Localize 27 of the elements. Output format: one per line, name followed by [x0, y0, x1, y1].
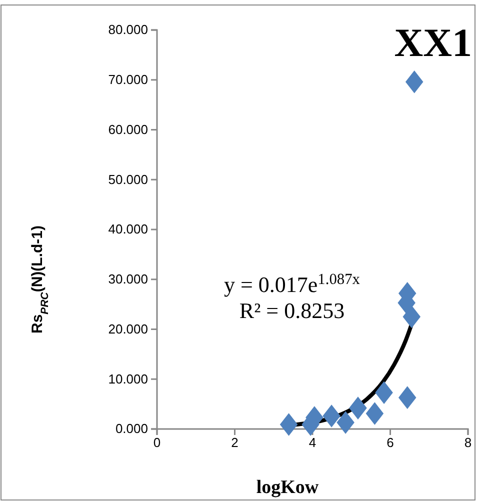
x-tick-label: 6: [386, 435, 394, 450]
y-tick-label: 0.000: [115, 421, 148, 436]
y-tick-label: 60.000: [108, 122, 148, 137]
annotation: R² = 0.8253: [239, 298, 345, 323]
point: [398, 386, 416, 409]
x-tick-label: 8: [464, 435, 472, 450]
point: [402, 305, 421, 328]
point: [375, 381, 393, 404]
point: [280, 413, 298, 436]
y-tick-label: 50.000: [108, 172, 148, 187]
y-tick-label: 30.000: [108, 272, 148, 287]
point: [322, 404, 340, 428]
point: [349, 396, 367, 420]
x-axis-title: logKow: [256, 477, 319, 498]
y-tick-label: 40.000: [108, 222, 148, 237]
x-tick-label: 2: [231, 435, 238, 450]
y-tick-label: 10.000: [108, 371, 148, 386]
y-tick-label: 70.000: [108, 72, 148, 88]
y-tick-label: 80.000: [108, 22, 148, 38]
chart-title: XX1: [394, 20, 472, 65]
point: [366, 402, 384, 425]
x-tick-label: 0: [153, 435, 161, 450]
point: [405, 70, 424, 94]
x-tick-label: 4: [308, 435, 316, 450]
y-tick-label: 20.000: [108, 321, 148, 336]
annotation: y = 0.017e$^{1.087x}$: [224, 270, 360, 297]
point: [336, 411, 354, 434]
